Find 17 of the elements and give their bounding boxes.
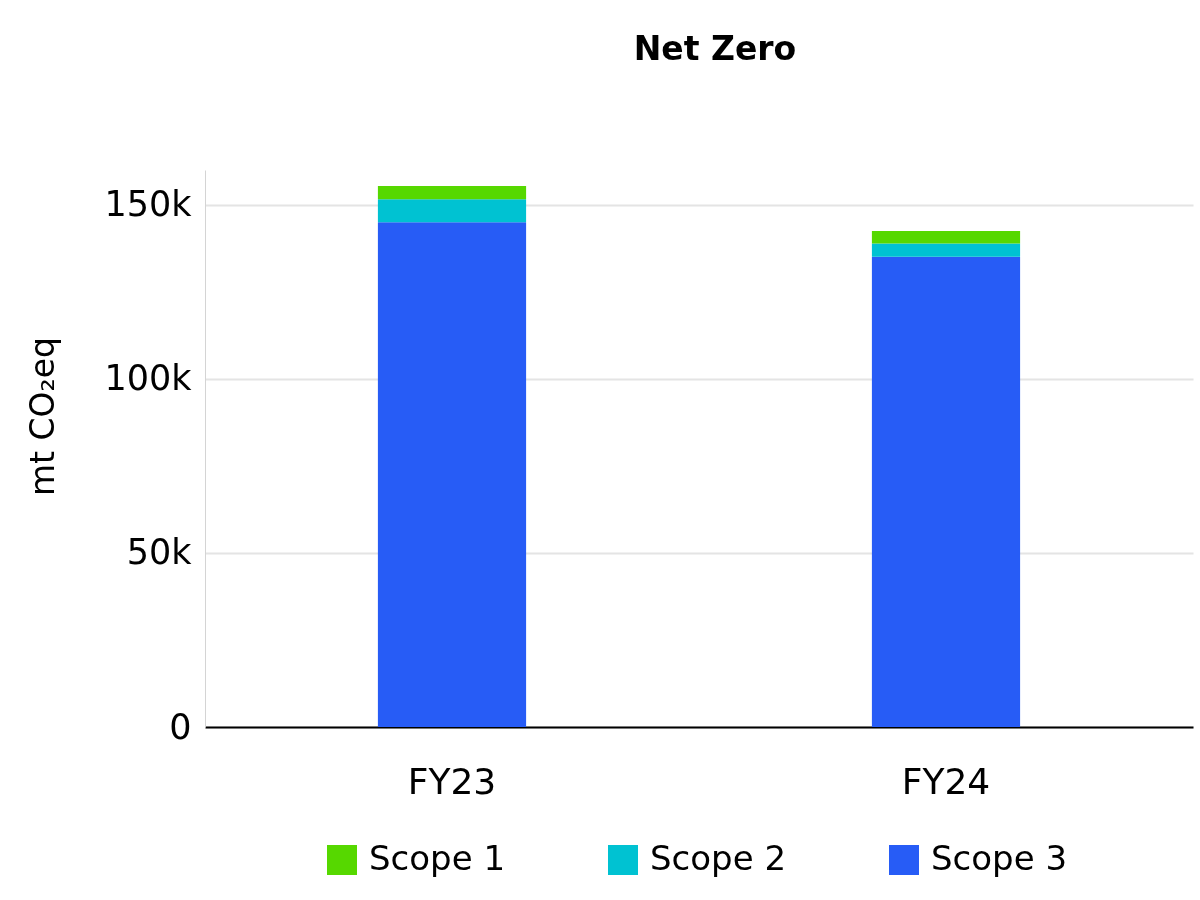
legend-label: Scope 3	[931, 838, 1068, 878]
bar	[377, 186, 527, 200]
bar	[377, 199, 527, 223]
bar	[377, 222, 527, 727]
legend-label: Scope 2	[650, 838, 787, 878]
bar	[871, 230, 1021, 244]
y-tick-label: 100k	[104, 358, 193, 399]
y-tick-label: 0	[169, 706, 192, 747]
y-tick-label: 150k	[104, 184, 193, 225]
y-tick-label: 50k	[126, 532, 193, 573]
chart-title: Net Zero	[633, 29, 797, 68]
legend-label: Scope 1	[369, 838, 506, 878]
bar	[871, 256, 1021, 727]
x-tick-label: FY24	[901, 760, 991, 802]
y-axis-title: mt CO₂eq	[22, 336, 62, 497]
bar	[871, 243, 1021, 257]
x-tick-label: FY23	[407, 760, 497, 802]
